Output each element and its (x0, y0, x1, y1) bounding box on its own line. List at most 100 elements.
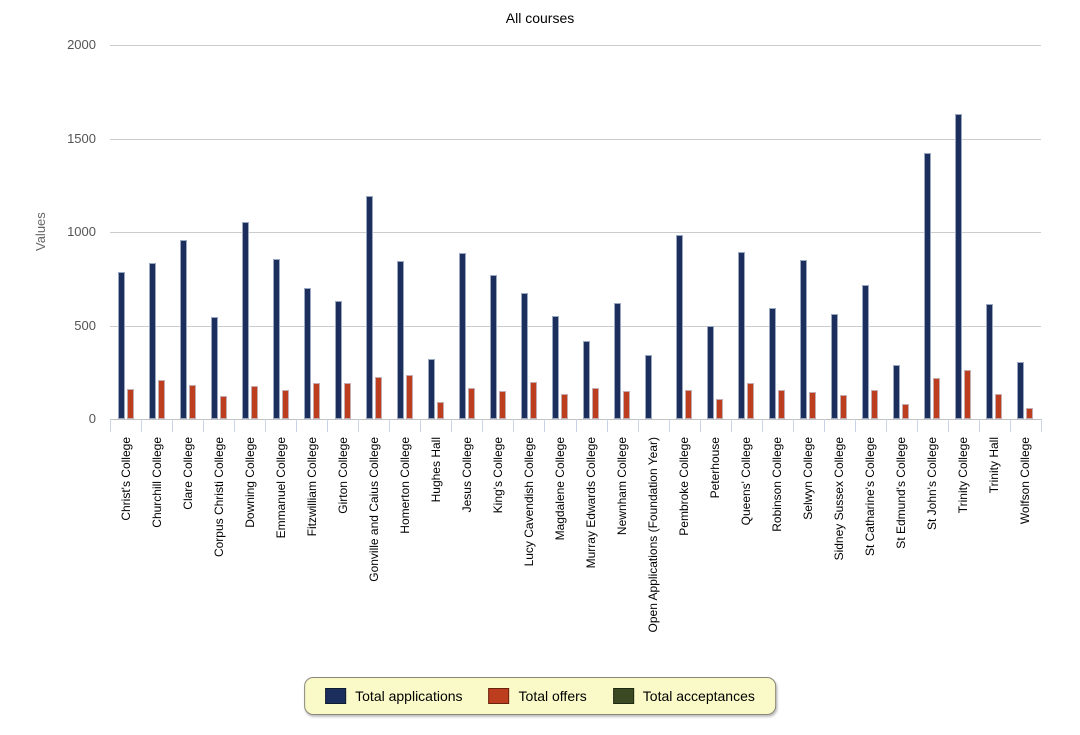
x-label-cell: Corpus Christi College (203, 437, 234, 557)
x-axis-label: Lucy Cavendish College (521, 437, 536, 567)
y-tick-label-0: 0 (88, 411, 96, 426)
bar-total-offers (840, 394, 848, 419)
x-label-cell: Sidney Sussex College (824, 437, 855, 560)
gridline-1000 (110, 232, 1041, 233)
bar-total-offers (592, 388, 600, 419)
x-tick (978, 419, 980, 432)
x-tick (420, 419, 422, 432)
bar-total-offers (964, 370, 972, 419)
x-label-cell: St Catharine's College (855, 437, 886, 556)
x-tick (947, 419, 949, 432)
bar-total-offers (343, 383, 351, 419)
x-axis-label: King's College (490, 437, 505, 514)
bar-total-applications (831, 314, 839, 419)
x-tick (265, 419, 267, 432)
x-label-cell: Fitzwilliam College (296, 437, 327, 536)
x-axis-label: Newnham College (615, 437, 630, 536)
bar-total-applications (769, 307, 777, 419)
x-label-cell: Gonville and Caius College (358, 437, 389, 582)
bar-total-applications (986, 304, 994, 419)
bar-total-applications (520, 292, 528, 419)
x-label-cell: Trinity Hall (979, 437, 1010, 493)
x-tick (451, 419, 453, 432)
gridline-1500 (110, 138, 1041, 140)
bar-total-offers (126, 389, 134, 419)
y-tick-label-500: 500 (74, 317, 96, 333)
y-tick-label-2000: 2000 (67, 37, 96, 52)
x-axis-label: Murray Edwards College (583, 437, 598, 569)
legend-item-total-applications: Total applications (325, 688, 463, 704)
x-label-cell: Homerton College (389, 437, 420, 534)
legend-swatch-total-applications (325, 688, 347, 704)
x-axis-label: Peterhouse (708, 437, 723, 499)
x-axis-label: Trinity Hall (987, 437, 1002, 494)
bar-total-offers (312, 383, 320, 419)
x-axis-label: Open Applications (Foundation Year) (646, 437, 661, 633)
bar-total-offers (1026, 407, 1034, 419)
bar-total-offers (281, 390, 289, 419)
bar-total-applications (955, 114, 963, 419)
x-axis-label: Fitzwilliam College (304, 437, 319, 537)
x-label-cell: Lucy Cavendish College (513, 437, 544, 566)
bar-total-offers (871, 390, 879, 419)
x-tick (606, 419, 608, 432)
x-axis-label: Hughes Hall (428, 437, 443, 503)
bar-total-offers (933, 377, 941, 419)
bar-total-offers (778, 390, 786, 419)
bar-total-applications (334, 301, 342, 419)
legend-label-total-offers: Total offers (518, 688, 587, 704)
x-tick (668, 419, 670, 432)
x-tick (792, 419, 794, 432)
bar-total-offers (685, 390, 693, 419)
x-label-cell: Downing College (234, 437, 265, 528)
gridline-2000 (110, 45, 1041, 46)
x-label-cell: Pembroke College (669, 437, 700, 536)
bar-total-applications (893, 364, 901, 419)
bar-total-offers (188, 385, 196, 419)
x-label-cell: Selwyn College (793, 437, 824, 520)
bar-total-offers (902, 404, 910, 419)
legend-item-total-offers: Total offers (488, 688, 587, 704)
bar-total-applications (365, 196, 373, 419)
bar-total-applications (645, 354, 653, 419)
x-tick (513, 419, 515, 432)
bar-total-applications (303, 288, 311, 419)
x-label-cell: Open Applications (Foundation Year) (638, 437, 669, 632)
x-label-cell: Magdalene College (544, 437, 575, 540)
x-tick (1041, 419, 1042, 432)
bar-total-offers (436, 402, 444, 419)
bar-total-offers (405, 375, 413, 419)
bar-total-applications (614, 303, 622, 419)
x-axis-label: St Edmund's College (894, 437, 909, 549)
x-label-cell: Christ's College (110, 437, 141, 521)
y-tick-label-1500: 1500 (67, 130, 96, 146)
bar-total-applications (707, 326, 715, 419)
x-tick (916, 419, 918, 432)
bar-total-offers (809, 391, 817, 419)
x-label-cell: Girton College (327, 437, 358, 514)
bar-total-applications (924, 153, 932, 419)
x-axis-label: Corpus Christi College (211, 437, 226, 558)
x-tick (203, 419, 205, 432)
x-label-cell: Hughes Hall (420, 437, 451, 502)
x-axis-label: St Catharine's College (863, 437, 878, 557)
bar-total-applications (676, 234, 684, 419)
x-tick (761, 419, 763, 432)
bar-total-offers (219, 395, 227, 419)
bar-total-applications (117, 272, 125, 419)
legend-swatch-total-offers (488, 688, 510, 704)
bar-total-applications (241, 221, 249, 419)
x-tick (699, 419, 701, 432)
bar-total-offers (250, 386, 258, 419)
x-tick (637, 419, 639, 432)
x-tick (296, 419, 298, 432)
x-tick (1009, 419, 1011, 432)
x-label-cell: Trinity College (948, 437, 979, 513)
x-axis-label: Wolfson College (1018, 437, 1033, 525)
x-axis-label: Queens' College (739, 437, 754, 526)
bar-total-applications (396, 261, 404, 419)
x-axis-label: Jesus College (459, 437, 474, 513)
x-label-cell: St John's College (917, 437, 948, 530)
bar-total-applications (489, 275, 497, 419)
